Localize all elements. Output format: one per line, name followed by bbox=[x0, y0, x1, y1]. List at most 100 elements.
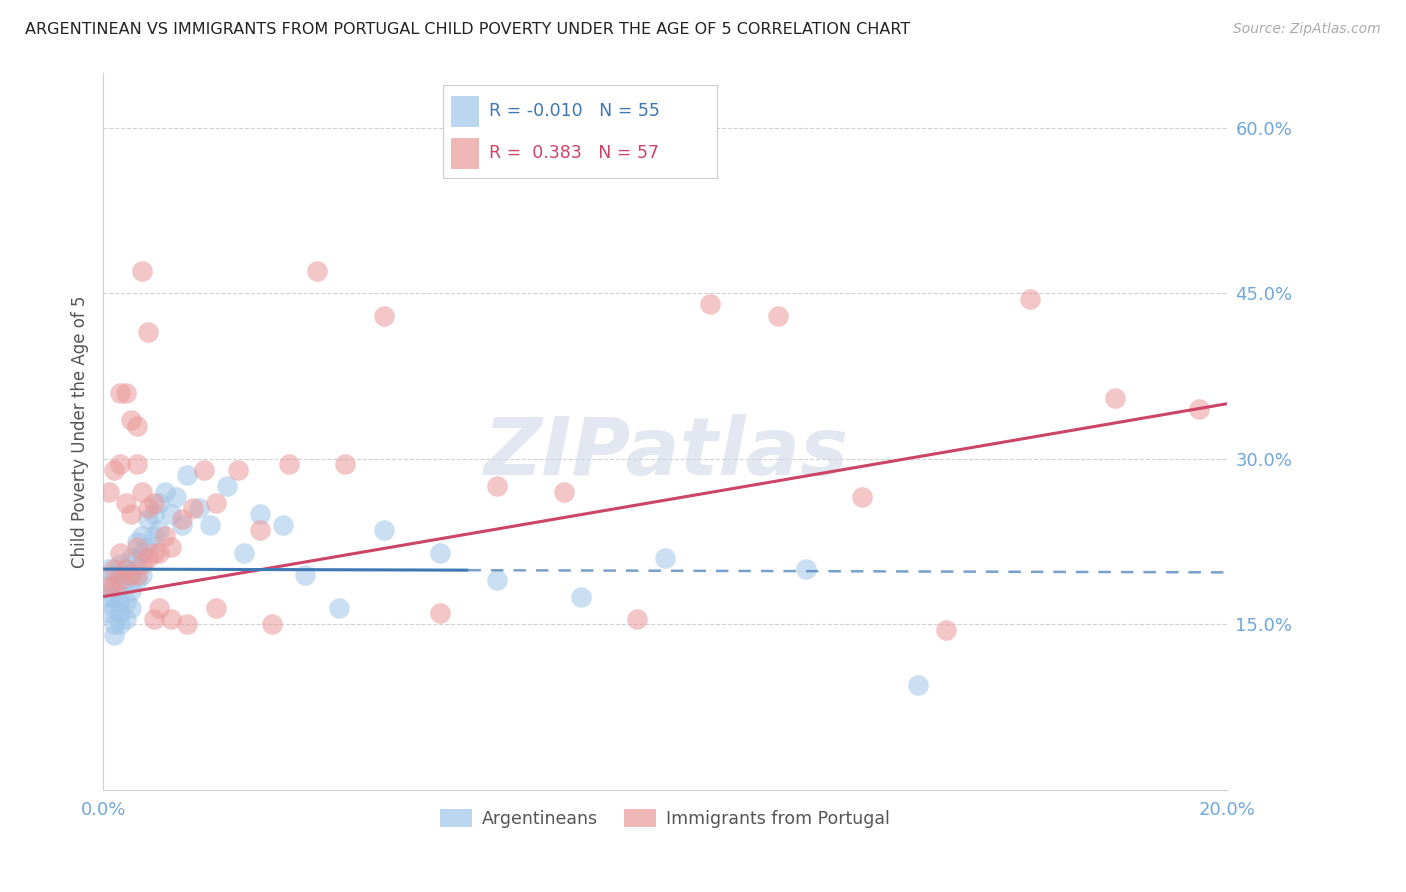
Y-axis label: Child Poverty Under the Age of 5: Child Poverty Under the Age of 5 bbox=[72, 295, 89, 567]
Point bbox=[249, 507, 271, 521]
Point bbox=[165, 491, 187, 505]
Point bbox=[103, 463, 125, 477]
Point bbox=[1019, 292, 1042, 306]
Point bbox=[136, 512, 159, 526]
Point bbox=[125, 458, 148, 472]
Legend: Argentineans, Immigrants from Portugal: Argentineans, Immigrants from Portugal bbox=[433, 802, 897, 835]
Point bbox=[153, 529, 176, 543]
Text: R =  0.383   N = 57: R = 0.383 N = 57 bbox=[489, 145, 659, 162]
FancyBboxPatch shape bbox=[451, 138, 478, 169]
Point bbox=[204, 496, 226, 510]
Point bbox=[429, 545, 451, 559]
Point bbox=[114, 562, 136, 576]
Point bbox=[193, 463, 215, 477]
Point bbox=[103, 628, 125, 642]
Point bbox=[103, 579, 125, 593]
Point bbox=[120, 567, 142, 582]
Point bbox=[766, 309, 789, 323]
Text: Source: ZipAtlas.com: Source: ZipAtlas.com bbox=[1233, 22, 1381, 37]
Point bbox=[204, 600, 226, 615]
Point bbox=[553, 484, 575, 499]
Point bbox=[114, 562, 136, 576]
Point bbox=[232, 545, 254, 559]
Point bbox=[215, 479, 238, 493]
Point bbox=[131, 484, 153, 499]
Point bbox=[114, 496, 136, 510]
Point bbox=[120, 507, 142, 521]
Point bbox=[907, 678, 929, 692]
Point bbox=[131, 529, 153, 543]
Point bbox=[159, 507, 181, 521]
Point bbox=[851, 491, 873, 505]
Point bbox=[108, 567, 131, 582]
Point bbox=[142, 507, 165, 521]
Point bbox=[159, 540, 181, 554]
Point bbox=[114, 573, 136, 587]
Point bbox=[485, 573, 508, 587]
Point bbox=[148, 524, 170, 538]
Point bbox=[97, 579, 120, 593]
Point bbox=[142, 529, 165, 543]
Point bbox=[148, 496, 170, 510]
Point bbox=[136, 325, 159, 339]
Point bbox=[373, 309, 395, 323]
Point bbox=[1104, 391, 1126, 405]
Point bbox=[114, 612, 136, 626]
Point bbox=[170, 512, 193, 526]
Point bbox=[108, 557, 131, 571]
Point bbox=[120, 584, 142, 599]
Text: R = -0.010   N = 55: R = -0.010 N = 55 bbox=[489, 102, 661, 120]
Point bbox=[148, 600, 170, 615]
Point bbox=[125, 534, 148, 549]
Point bbox=[159, 612, 181, 626]
Point bbox=[131, 264, 153, 278]
Point bbox=[108, 617, 131, 632]
Point bbox=[114, 595, 136, 609]
Point bbox=[131, 557, 153, 571]
Point bbox=[136, 540, 159, 554]
Text: ARGENTINEAN VS IMMIGRANTS FROM PORTUGAL CHILD POVERTY UNDER THE AGE OF 5 CORRELA: ARGENTINEAN VS IMMIGRANTS FROM PORTUGAL … bbox=[25, 22, 911, 37]
Point bbox=[120, 567, 142, 582]
Point bbox=[108, 595, 131, 609]
Point bbox=[569, 590, 592, 604]
Point bbox=[136, 551, 159, 566]
Point bbox=[654, 551, 676, 566]
Point bbox=[97, 590, 120, 604]
Point bbox=[176, 617, 198, 632]
Point bbox=[429, 606, 451, 620]
Point bbox=[108, 458, 131, 472]
Point bbox=[794, 562, 817, 576]
Point bbox=[97, 579, 120, 593]
Point bbox=[142, 545, 165, 559]
FancyBboxPatch shape bbox=[451, 96, 478, 127]
Point bbox=[125, 551, 148, 566]
Point bbox=[103, 617, 125, 632]
Point bbox=[277, 458, 299, 472]
Point bbox=[485, 479, 508, 493]
Point bbox=[114, 385, 136, 400]
Point bbox=[249, 524, 271, 538]
Point bbox=[181, 501, 204, 516]
Point bbox=[187, 501, 209, 516]
Point bbox=[125, 418, 148, 433]
Point bbox=[148, 545, 170, 559]
Point bbox=[260, 617, 283, 632]
Point bbox=[97, 606, 120, 620]
Point bbox=[108, 573, 131, 587]
Point bbox=[131, 545, 153, 559]
Point bbox=[373, 524, 395, 538]
Point bbox=[120, 413, 142, 427]
Point bbox=[333, 458, 356, 472]
Point bbox=[328, 600, 350, 615]
Point bbox=[103, 590, 125, 604]
Point bbox=[136, 501, 159, 516]
Point bbox=[294, 567, 316, 582]
Point bbox=[626, 612, 648, 626]
Point bbox=[142, 612, 165, 626]
Point bbox=[125, 540, 148, 554]
Point bbox=[108, 545, 131, 559]
Point bbox=[108, 606, 131, 620]
Point bbox=[198, 518, 221, 533]
Point bbox=[305, 264, 328, 278]
Point bbox=[103, 600, 125, 615]
